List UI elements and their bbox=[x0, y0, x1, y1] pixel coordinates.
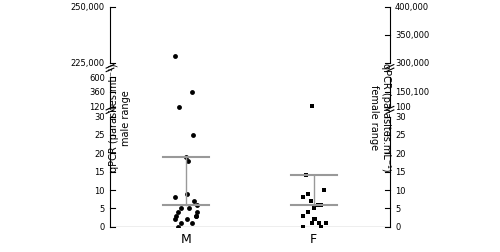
Text: 225,000: 225,000 bbox=[71, 59, 105, 68]
Text: 5: 5 bbox=[100, 204, 105, 213]
Text: 5: 5 bbox=[395, 204, 400, 213]
Text: 600: 600 bbox=[89, 73, 105, 82]
Text: 0: 0 bbox=[395, 222, 400, 231]
Text: 20: 20 bbox=[395, 149, 406, 158]
Text: 150,100: 150,100 bbox=[395, 88, 429, 97]
Text: 25: 25 bbox=[94, 131, 105, 140]
Text: 20: 20 bbox=[94, 149, 105, 158]
Text: 300,000: 300,000 bbox=[395, 59, 430, 68]
Text: qPCR (parasites.mL⁻¹)
female range: qPCR (parasites.mL⁻¹) female range bbox=[369, 63, 390, 171]
Text: 15: 15 bbox=[94, 168, 105, 176]
Text: 250,000: 250,000 bbox=[71, 3, 105, 12]
Text: 360: 360 bbox=[89, 88, 105, 97]
Text: 30: 30 bbox=[94, 113, 105, 122]
Text: 400,000: 400,000 bbox=[395, 3, 429, 12]
Text: qPCR (parasites.mL⁻¹)
male range: qPCR (parasites.mL⁻¹) male range bbox=[110, 63, 131, 171]
Text: 120: 120 bbox=[89, 103, 105, 112]
Text: 25: 25 bbox=[395, 131, 406, 140]
Text: 350,000: 350,000 bbox=[395, 31, 430, 40]
Text: 30: 30 bbox=[395, 113, 406, 122]
Text: 15: 15 bbox=[395, 168, 406, 176]
Text: 10: 10 bbox=[94, 186, 105, 195]
Text: 10: 10 bbox=[395, 186, 406, 195]
Text: 0: 0 bbox=[100, 222, 105, 231]
Text: 100: 100 bbox=[395, 103, 411, 112]
